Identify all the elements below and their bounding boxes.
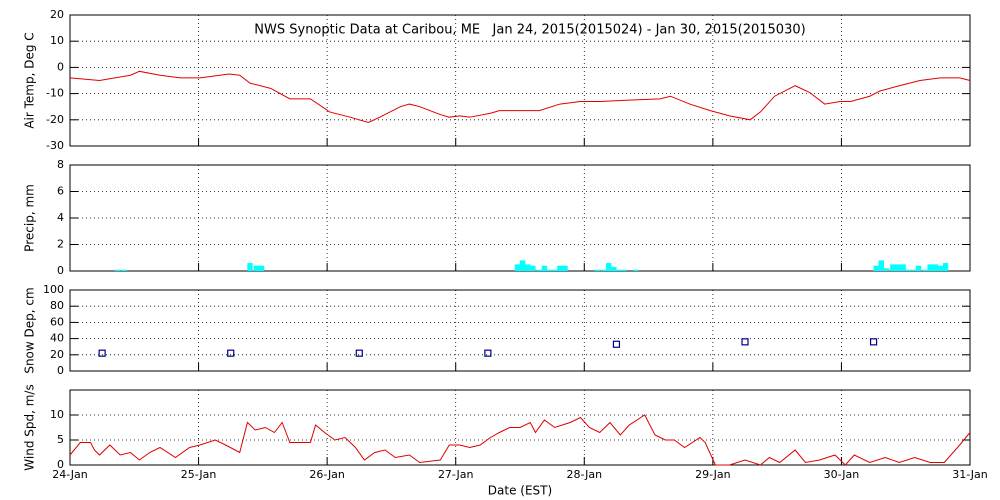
x-tick-label: 24-Jan (52, 468, 88, 481)
x-tick-label: 29-Jan (695, 468, 731, 481)
bar (633, 269, 639, 271)
y-tick-label: 0 (57, 60, 64, 73)
y-tick-label: 2 (57, 238, 64, 251)
data-line (69, 414, 971, 466)
bar (253, 265, 260, 271)
x-tick-label: 25-Jan (181, 468, 217, 481)
bar (121, 269, 127, 271)
y-axis-label: Wind Spd, m/s (23, 384, 37, 470)
point (227, 349, 235, 357)
bar (878, 260, 884, 271)
bar (594, 269, 600, 271)
bar (514, 264, 521, 271)
bar (530, 265, 536, 271)
bar (546, 269, 553, 271)
bar (910, 269, 917, 271)
point (484, 349, 492, 357)
bar (905, 269, 911, 271)
chart-title: NWS Synoptic Data at Caribou, ME Jan 24,… (254, 23, 805, 38)
bar (114, 269, 121, 271)
point (612, 340, 621, 348)
y-tick-label: 8 (57, 158, 64, 171)
bar (247, 263, 253, 271)
y-tick-label: 40 (50, 332, 64, 345)
bar (611, 267, 617, 271)
y-tick-label: -10 (46, 87, 64, 100)
y-tick-label: -20 (46, 113, 64, 126)
y-tick-label: 0 (57, 364, 64, 377)
point (355, 349, 363, 357)
bar (621, 269, 627, 271)
y-tick-label: 100 (43, 283, 64, 296)
bar (937, 265, 944, 271)
bar (552, 269, 558, 271)
bar (557, 265, 563, 271)
y-tick-label: 60 (50, 315, 64, 328)
x-tick-label: 27-Jan (438, 468, 474, 481)
x-axis-label: Date (EST) (488, 484, 552, 498)
point (741, 338, 749, 346)
y-axis-label: Snow Dep, cm (23, 287, 37, 373)
y-tick-label: 20 (50, 8, 64, 21)
bar (606, 263, 612, 271)
plot-frame (69, 389, 971, 466)
bar (942, 263, 949, 271)
point (98, 349, 106, 357)
point (869, 338, 878, 346)
y-tick-label: 10 (50, 34, 64, 47)
data-line (69, 70, 971, 123)
bar (895, 264, 901, 271)
bar (525, 264, 531, 271)
x-tick-label: 26-Jan (309, 468, 345, 481)
y-axis-label: Air Temp, Deg C (23, 32, 37, 128)
y-tick-label: 5 (57, 433, 64, 446)
bar (890, 264, 896, 271)
plot-frame (69, 289, 971, 372)
bar (873, 265, 879, 271)
y-tick-label: 4 (57, 211, 64, 224)
x-tick-label: 30-Jan (824, 468, 860, 481)
y-tick-label: 80 (50, 299, 64, 312)
x-tick-label: 31-Jan (952, 468, 988, 481)
bar (927, 264, 933, 271)
y-tick-label: -30 (46, 139, 64, 152)
bar (616, 269, 622, 271)
bar (536, 269, 542, 271)
bar (932, 264, 938, 271)
bar (600, 269, 607, 271)
bar (915, 265, 922, 271)
bar (541, 265, 548, 271)
bar (562, 265, 568, 271)
bar (258, 265, 265, 271)
bar (883, 268, 890, 271)
bar (900, 264, 906, 271)
y-tick-label: 6 (57, 185, 64, 198)
bar (519, 260, 526, 271)
bar (922, 269, 928, 271)
y-tick-label: 20 (50, 348, 64, 361)
x-tick-label: 28-Jan (567, 468, 603, 481)
y-tick-label: 10 (50, 408, 64, 421)
y-tick-label: 0 (57, 264, 64, 277)
y-tick-label: 0 (57, 458, 64, 471)
y-axis-label: Precip, mm (23, 184, 37, 252)
